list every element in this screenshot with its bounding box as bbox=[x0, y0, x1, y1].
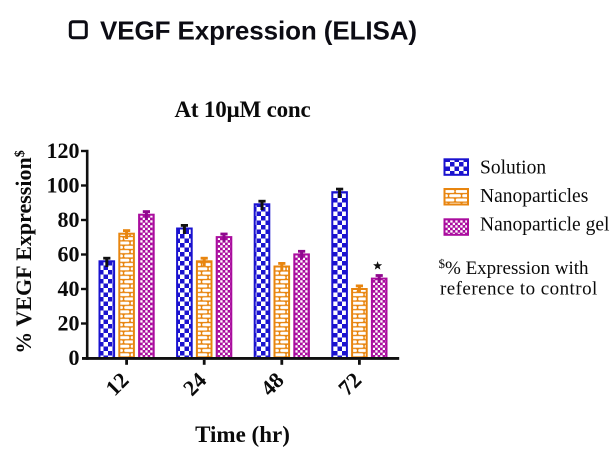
svg-text:Nanoparticle gel: Nanoparticle gel bbox=[480, 215, 610, 236]
svg-text:40: 40 bbox=[58, 276, 80, 301]
svg-text:At 10µM conc: At 10µM conc bbox=[174, 97, 310, 122]
svg-text:12: 12 bbox=[100, 367, 133, 400]
svg-text:80: 80 bbox=[58, 207, 80, 232]
svg-text:Time (hr): Time (hr) bbox=[195, 422, 290, 447]
svg-text:reference to control: reference to control bbox=[440, 278, 598, 299]
svg-text:$% Expression with: $% Expression with bbox=[439, 256, 590, 279]
svg-text:48: 48 bbox=[256, 367, 289, 400]
svg-text:24: 24 bbox=[178, 367, 211, 400]
svg-text:VEGF Expression (ELISA): VEGF Expression (ELISA) bbox=[100, 16, 417, 46]
svg-text:120: 120 bbox=[47, 138, 80, 163]
svg-text:0: 0 bbox=[69, 345, 80, 370]
svg-text:60: 60 bbox=[58, 241, 80, 266]
svg-text:72: 72 bbox=[333, 367, 366, 400]
svg-text:Solution: Solution bbox=[480, 158, 546, 179]
svg-text:Nanoparticles: Nanoparticles bbox=[480, 186, 588, 207]
svg-text:100: 100 bbox=[47, 172, 80, 197]
svg-text:20: 20 bbox=[58, 310, 80, 335]
svg-text:% VEGF Expression$: % VEGF Expression$ bbox=[11, 150, 36, 353]
